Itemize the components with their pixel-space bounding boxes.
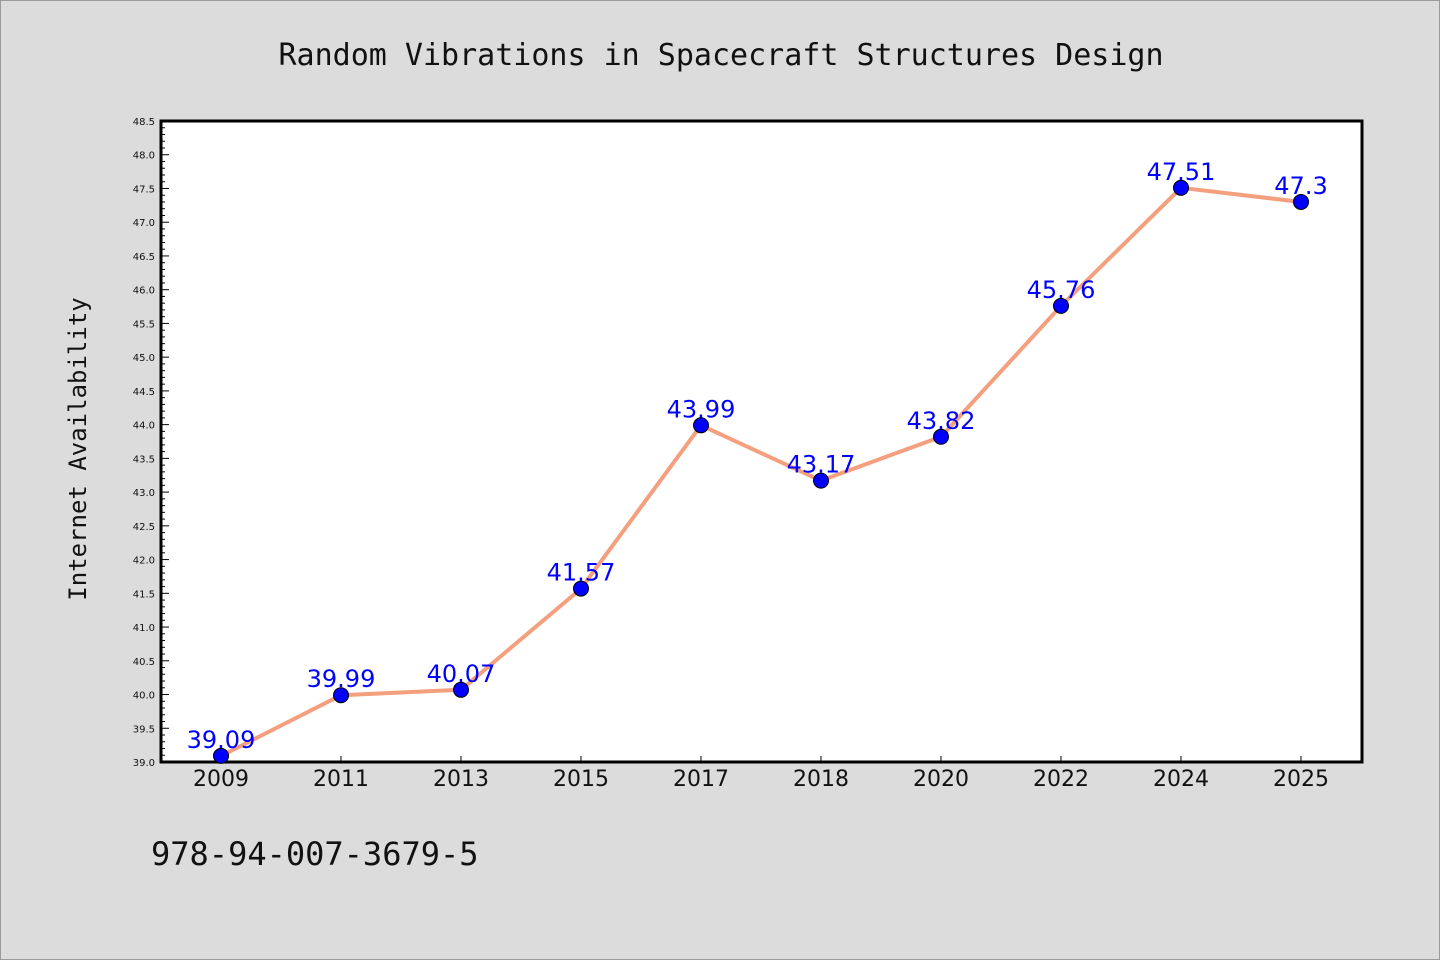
y-axis: 39.0 39.5 40.0 40.5 41.0 41.5 42.0 42.5 43.0 43.5… [133, 117, 169, 769]
data-point [453, 681, 469, 698]
y-tick-label: 47.5 [133, 184, 155, 195]
y-tick-label: 42.5 [133, 522, 155, 533]
y-tick-label: 40.5 [133, 657, 155, 668]
y-tick-label: 48.0 [133, 151, 155, 162]
y-tick-label: 44.0 [133, 421, 155, 432]
y-tick-label: 41.5 [133, 589, 155, 600]
x-tick-label: 2013 [433, 767, 489, 792]
data-point [813, 472, 829, 489]
data-point [693, 417, 709, 434]
data-point [573, 580, 589, 597]
y-tick-label: 40.0 [133, 691, 155, 702]
x-tick-label: 2015 [553, 767, 609, 792]
x-tick-label: 2011 [313, 767, 369, 792]
data-point [1173, 179, 1189, 196]
data-label: 39.99 [307, 665, 376, 693]
y-tick-label: 47.0 [133, 218, 155, 229]
data-label: 43.99 [667, 395, 736, 423]
x-axis: 2009 2011 2013 2015 2017 2018 2020 2022 2024 2025 [193, 756, 1329, 792]
x-tick-label: 2009 [193, 767, 249, 792]
data-point [1293, 193, 1309, 210]
x-tick-label: 2018 [793, 767, 849, 792]
data-point [933, 428, 949, 445]
data-label: 45.76 [1027, 276, 1096, 304]
y-tick-label: 48.5 [133, 117, 155, 128]
y-tick-label: 39.5 [133, 724, 155, 735]
data-point [1053, 297, 1069, 314]
y-tick-label: 43.0 [133, 488, 155, 499]
x-tick-label: 2022 [1033, 767, 1089, 792]
x-tick-label: 2017 [673, 767, 729, 792]
footer-isbn: 978-94-007-3679-5 [151, 835, 479, 873]
data-label: 47.51 [1147, 158, 1216, 186]
y-tick-label: 42.0 [133, 556, 155, 567]
y-tick-label: 45.5 [133, 319, 155, 330]
y-tick-label: 41.0 [133, 623, 155, 634]
y-tick-label: 43.5 [133, 454, 155, 465]
y-tick-label: 45.0 [133, 353, 155, 364]
data-label: 47.3 [1274, 172, 1327, 200]
chart-title: Random Vibrations in Spacecraft Structur… [278, 38, 1163, 73]
x-tick-label: 2024 [1153, 767, 1209, 792]
data-label: 39.09 [187, 726, 256, 754]
plot-area [159, 119, 1364, 764]
y-axis-label: Internet Availability [64, 297, 92, 600]
x-tick-label: 2020 [913, 767, 969, 792]
data-label: 43.17 [787, 451, 856, 479]
data-label: 41.57 [547, 559, 616, 587]
x-tick-label: 2025 [1273, 767, 1329, 792]
y-tick-label: 46.0 [133, 286, 155, 297]
data-label: 43.82 [907, 407, 976, 435]
data-label: 40.07 [427, 660, 496, 688]
series: 39.09 39.99 40.07 41.57 43.99 43.17 43.82 45.76… [187, 158, 1328, 764]
y-tick-label: 44.5 [133, 387, 155, 398]
data-point [213, 747, 229, 764]
y-tick-label: 39.0 [133, 758, 155, 769]
series-line [220, 185, 1302, 758]
y-tick-label: 46.5 [133, 252, 155, 263]
data-point [333, 687, 349, 704]
